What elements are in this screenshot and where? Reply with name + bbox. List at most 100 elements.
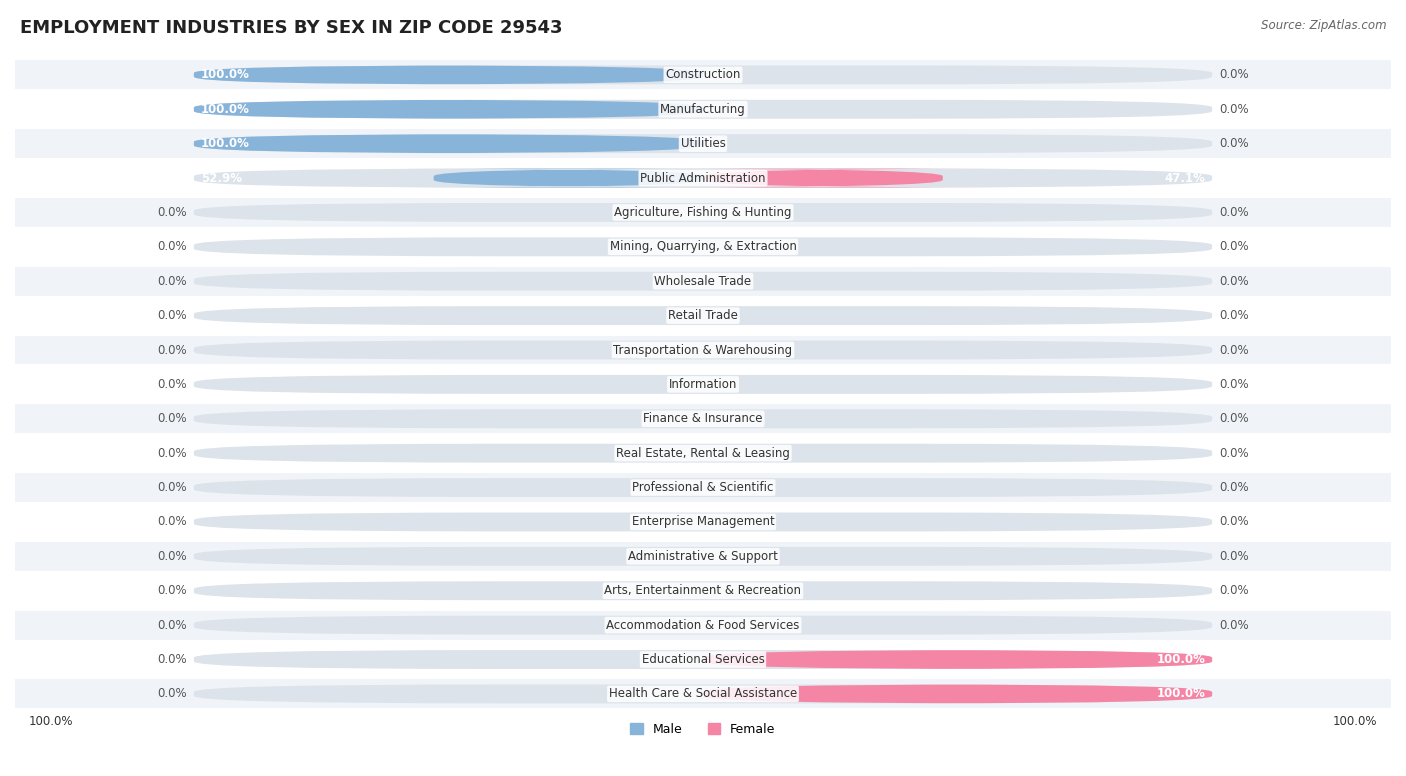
Text: 52.9%: 52.9%	[201, 171, 242, 185]
Text: Information: Information	[669, 378, 737, 391]
FancyBboxPatch shape	[194, 100, 1212, 119]
Text: 0.0%: 0.0%	[1219, 344, 1249, 356]
Bar	[15, 198, 1391, 227]
FancyBboxPatch shape	[194, 203, 1212, 222]
Bar	[15, 611, 1391, 639]
Bar	[15, 645, 1391, 674]
Text: 0.0%: 0.0%	[157, 241, 187, 253]
FancyBboxPatch shape	[194, 134, 703, 153]
Text: 0.0%: 0.0%	[157, 412, 187, 425]
Text: 0.0%: 0.0%	[1219, 68, 1249, 81]
Text: 0.0%: 0.0%	[157, 206, 187, 219]
Bar	[15, 130, 1391, 158]
Text: 0.0%: 0.0%	[157, 344, 187, 356]
Text: 0.0%: 0.0%	[157, 447, 187, 459]
Bar	[15, 577, 1391, 605]
Text: Mining, Quarrying, & Extraction: Mining, Quarrying, & Extraction	[610, 241, 796, 253]
FancyBboxPatch shape	[194, 444, 1212, 462]
FancyBboxPatch shape	[194, 375, 1212, 394]
Text: 0.0%: 0.0%	[157, 550, 187, 563]
Text: 0.0%: 0.0%	[1219, 550, 1249, 563]
Text: 100.0%: 100.0%	[1156, 653, 1205, 666]
Text: 0.0%: 0.0%	[1219, 412, 1249, 425]
Text: Arts, Entertainment & Recreation: Arts, Entertainment & Recreation	[605, 584, 801, 598]
Bar	[15, 301, 1391, 330]
Legend: Male, Female: Male, Female	[626, 718, 780, 741]
Bar	[15, 95, 1391, 123]
Bar	[15, 680, 1391, 708]
Bar	[15, 61, 1391, 89]
Text: Administrative & Support: Administrative & Support	[628, 550, 778, 563]
Text: Source: ZipAtlas.com: Source: ZipAtlas.com	[1261, 19, 1386, 33]
Text: Construction: Construction	[665, 68, 741, 81]
Text: 0.0%: 0.0%	[1219, 515, 1249, 528]
Text: Utilities: Utilities	[681, 137, 725, 151]
FancyBboxPatch shape	[703, 684, 1212, 703]
Text: 0.0%: 0.0%	[157, 618, 187, 632]
Bar	[15, 542, 1391, 571]
Text: 0.0%: 0.0%	[1219, 275, 1249, 288]
FancyBboxPatch shape	[194, 100, 703, 119]
Text: Retail Trade: Retail Trade	[668, 309, 738, 322]
FancyBboxPatch shape	[194, 237, 1212, 256]
Text: 0.0%: 0.0%	[157, 688, 187, 701]
Text: 0.0%: 0.0%	[157, 481, 187, 494]
FancyBboxPatch shape	[194, 65, 1212, 85]
Text: 0.0%: 0.0%	[1219, 206, 1249, 219]
Bar	[15, 473, 1391, 502]
Text: 0.0%: 0.0%	[157, 275, 187, 288]
FancyBboxPatch shape	[194, 684, 1212, 703]
Text: 100.0%: 100.0%	[28, 715, 73, 728]
FancyBboxPatch shape	[703, 650, 1212, 669]
Text: 0.0%: 0.0%	[1219, 378, 1249, 391]
FancyBboxPatch shape	[194, 65, 703, 85]
Text: Transportation & Warehousing: Transportation & Warehousing	[613, 344, 793, 356]
Text: 100.0%: 100.0%	[201, 102, 250, 116]
Text: Enterprise Management: Enterprise Management	[631, 515, 775, 528]
Text: Real Estate, Rental & Leasing: Real Estate, Rental & Leasing	[616, 447, 790, 459]
Text: 100.0%: 100.0%	[201, 68, 250, 81]
FancyBboxPatch shape	[194, 134, 1212, 153]
FancyBboxPatch shape	[194, 547, 1212, 566]
Text: 47.1%: 47.1%	[1164, 171, 1205, 185]
Bar	[15, 370, 1391, 399]
Text: 0.0%: 0.0%	[157, 653, 187, 666]
Bar	[15, 164, 1391, 192]
Text: 0.0%: 0.0%	[1219, 584, 1249, 598]
Text: Professional & Scientific: Professional & Scientific	[633, 481, 773, 494]
Text: Accommodation & Food Services: Accommodation & Food Services	[606, 618, 800, 632]
Text: Health Care & Social Assistance: Health Care & Social Assistance	[609, 688, 797, 701]
Text: 0.0%: 0.0%	[157, 584, 187, 598]
Text: EMPLOYMENT INDUSTRIES BY SEX IN ZIP CODE 29543: EMPLOYMENT INDUSTRIES BY SEX IN ZIP CODE…	[20, 19, 562, 37]
Text: 100.0%: 100.0%	[201, 137, 250, 151]
FancyBboxPatch shape	[640, 168, 1005, 188]
Text: 0.0%: 0.0%	[1219, 481, 1249, 494]
Text: Educational Services: Educational Services	[641, 653, 765, 666]
Text: 0.0%: 0.0%	[1219, 102, 1249, 116]
Text: 100.0%: 100.0%	[1156, 688, 1205, 701]
FancyBboxPatch shape	[194, 272, 1212, 291]
FancyBboxPatch shape	[194, 650, 1212, 669]
Bar	[15, 335, 1391, 365]
Text: 100.0%: 100.0%	[1333, 715, 1378, 728]
Text: Finance & Insurance: Finance & Insurance	[644, 412, 762, 425]
Bar	[15, 267, 1391, 296]
FancyBboxPatch shape	[194, 409, 1212, 428]
Text: Agriculture, Fishing & Hunting: Agriculture, Fishing & Hunting	[614, 206, 792, 219]
FancyBboxPatch shape	[401, 168, 737, 188]
FancyBboxPatch shape	[194, 341, 1212, 359]
FancyBboxPatch shape	[194, 512, 1212, 532]
Text: Wholesale Trade: Wholesale Trade	[654, 275, 752, 288]
Text: 0.0%: 0.0%	[1219, 447, 1249, 459]
FancyBboxPatch shape	[194, 168, 1212, 188]
FancyBboxPatch shape	[194, 478, 1212, 497]
Bar	[15, 232, 1391, 262]
FancyBboxPatch shape	[194, 615, 1212, 635]
Text: 0.0%: 0.0%	[1219, 309, 1249, 322]
Text: Public Administration: Public Administration	[640, 171, 766, 185]
FancyBboxPatch shape	[194, 307, 1212, 325]
Text: 0.0%: 0.0%	[1219, 618, 1249, 632]
Text: 0.0%: 0.0%	[157, 309, 187, 322]
Text: 0.0%: 0.0%	[157, 515, 187, 528]
Text: Manufacturing: Manufacturing	[661, 102, 745, 116]
